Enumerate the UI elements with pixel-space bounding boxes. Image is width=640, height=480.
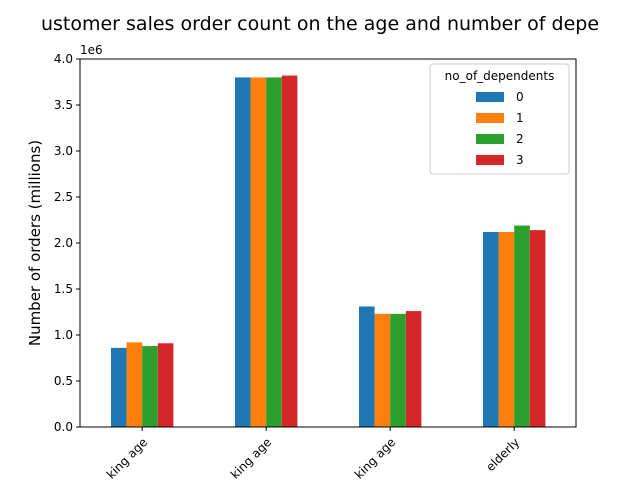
legend-swatch-0 [476, 92, 504, 102]
legend-swatch-2 [476, 134, 504, 144]
chart-title: ustomer sales order count on the age and… [41, 13, 599, 35]
y-tick-label-4: 2.0 [54, 236, 73, 250]
bar-series-1-1 [250, 77, 267, 428]
bar-series-1-3 [498, 231, 515, 427]
bars-group [111, 75, 546, 428]
y-tick-label-5: 2.5 [54, 190, 73, 204]
bar-series-2-2 [390, 313, 406, 427]
y-axis: 0.0 0.5 1.0 1.5 2.0 2.5 3.0 3.5 4.0 [54, 52, 80, 434]
bar-series-2-3 [514, 225, 530, 427]
x-tick-label-3: elderly [483, 435, 522, 474]
legend-title: no_of_dependents [445, 69, 555, 83]
bar-series-2-0 [142, 346, 158, 427]
x-tick-label-0: king age [104, 435, 150, 480]
bar-series-3-0 [157, 343, 174, 427]
bar-series-1-0 [126, 342, 143, 427]
y-axis-multiplier: 1e6 [80, 43, 103, 57]
y-tick-label-7: 3.5 [54, 98, 73, 112]
y-tick-label-2: 1.0 [54, 328, 73, 342]
legend-swatch-3 [476, 155, 504, 165]
legend: no_of_dependents 0 1 2 3 [429, 63, 570, 175]
y-axis-label: Number of orders (millions) [26, 140, 44, 346]
bar-series-3-1 [281, 75, 298, 427]
x-tick-label-1: king age [228, 435, 274, 480]
bar-series-0-0 [111, 347, 127, 427]
x-axis: king age king age king age elderly [104, 427, 522, 480]
bar-series-0-1 [235, 77, 251, 428]
bar-series-3-2 [405, 311, 422, 427]
y-tick-label-6: 3.0 [54, 144, 73, 158]
legend-label-3: 3 [516, 153, 524, 167]
legend-label-1: 1 [516, 111, 524, 125]
bar-series-3-3 [529, 230, 546, 427]
bar-series-0-2 [359, 306, 375, 427]
legend-label-0: 0 [516, 90, 524, 104]
x-tick-label-2: king age [352, 435, 398, 480]
legend-label-2: 2 [516, 132, 524, 146]
y-tick-label-8: 4.0 [54, 52, 73, 66]
y-tick-label-1: 0.5 [54, 374, 73, 388]
plot-frame [79, 58, 577, 428]
bar-series-2-1 [266, 77, 282, 428]
y-tick-label-3: 1.5 [54, 282, 73, 296]
y-tick-label-0: 0.0 [54, 420, 73, 434]
bar-series-1-2 [374, 313, 391, 427]
bar-series-0-3 [483, 231, 499, 427]
legend-swatch-1 [476, 113, 504, 123]
